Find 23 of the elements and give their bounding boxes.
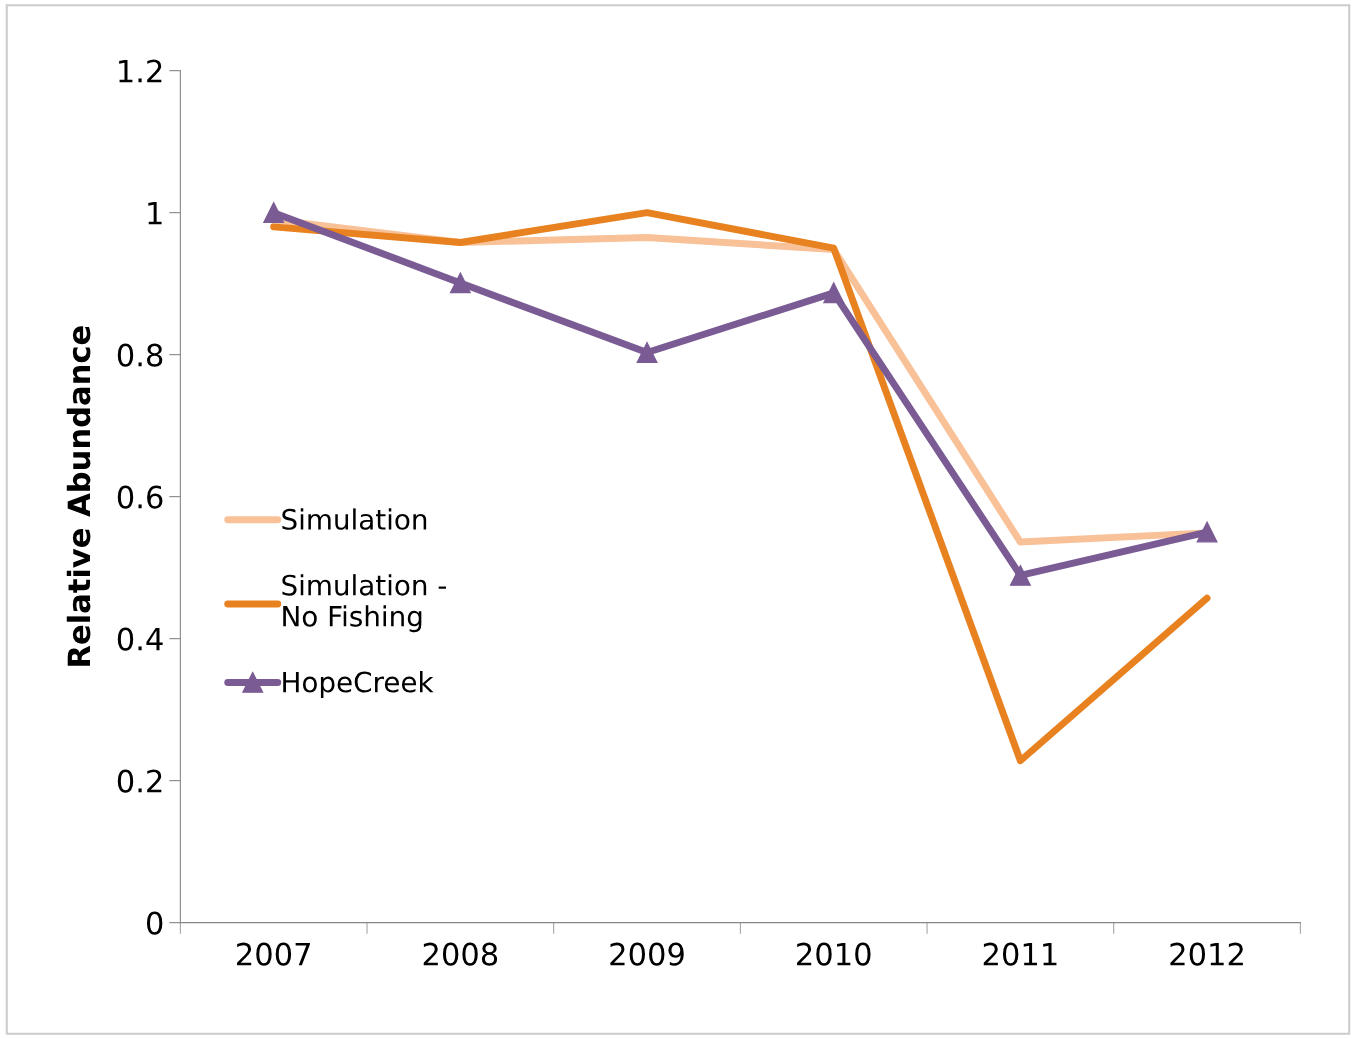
y-tick-label: 0.8 bbox=[117, 343, 163, 367]
x-tick-label: 2012 bbox=[1170, 942, 1243, 966]
x-tick-label: 2011 bbox=[983, 942, 1057, 966]
x-tick-label: 2007 bbox=[237, 942, 310, 966]
y-tick-label: 0 bbox=[146, 911, 163, 935]
point bbox=[823, 282, 845, 304]
legend-label: Simulation - No Fishing bbox=[282, 574, 446, 633]
y-axis-title: Relative Abundance bbox=[66, 326, 91, 666]
y-tick-label: 0.6 bbox=[117, 485, 163, 509]
y-tick-label: 1 bbox=[148, 201, 162, 225]
y-tick-label: 1.2 bbox=[119, 59, 162, 83]
x-tick-label: 2010 bbox=[797, 942, 871, 966]
x-tick-label: 2009 bbox=[610, 942, 684, 966]
point bbox=[1196, 521, 1218, 543]
y-tick-label: 0.4 bbox=[117, 627, 163, 651]
point bbox=[636, 342, 658, 363]
point bbox=[263, 202, 285, 224]
y-tick-label: 0.2 bbox=[117, 769, 162, 793]
x-tick-label: 2008 bbox=[423, 942, 498, 966]
legend-label: Simulation bbox=[282, 508, 427, 530]
point bbox=[1009, 565, 1031, 586]
legend-label: HopeCreek bbox=[283, 671, 434, 698]
point bbox=[449, 272, 471, 294]
